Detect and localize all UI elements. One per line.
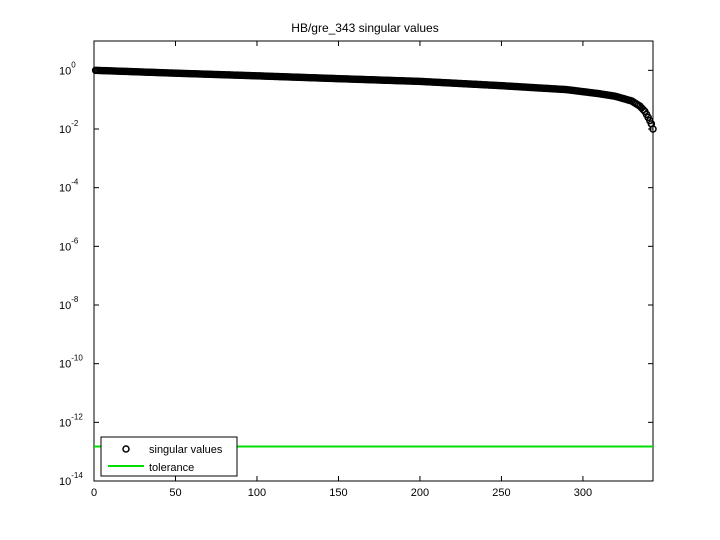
- x-tick-label: 0: [91, 487, 97, 499]
- legend-label-singular-values: singular values: [149, 444, 223, 456]
- legend-label-tolerance: tolerance: [149, 462, 194, 474]
- x-tick-label: 150: [329, 487, 347, 499]
- singular-value-point: [649, 125, 657, 133]
- legend: singular values tolerance: [100, 436, 238, 477]
- legend-marker-singular-values: [122, 445, 130, 453]
- y-tick-label: 10-10: [59, 354, 83, 371]
- y-tick-label: 10-14: [59, 471, 83, 488]
- x-tick-label: 300: [574, 487, 592, 499]
- legend-box: [100, 436, 238, 477]
- y-tick-label: 10-12: [59, 412, 83, 429]
- y-tick-label: 100: [59, 60, 76, 77]
- y-tick-label: 10-2: [59, 119, 79, 136]
- singular-values-series: [91, 66, 657, 133]
- x-axis: 0 50 100 150 200 250 300: [91, 41, 592, 499]
- x-tick-label: 50: [169, 487, 181, 499]
- plot-area: [93, 40, 654, 482]
- x-tick-label: 200: [411, 487, 429, 499]
- chart-title: HB/gre_343 singular values: [291, 21, 438, 35]
- y-tick-label: 10-4: [59, 178, 79, 195]
- x-tick-label: 250: [492, 487, 510, 499]
- y-tick-label: 10-8: [59, 295, 79, 312]
- x-tick-label: 100: [248, 487, 266, 499]
- y-axis: 100 10-2 10-4 10-6 10-8 10-10 10-12 10-14: [59, 60, 653, 488]
- y-tick-label: 10-6: [59, 236, 79, 253]
